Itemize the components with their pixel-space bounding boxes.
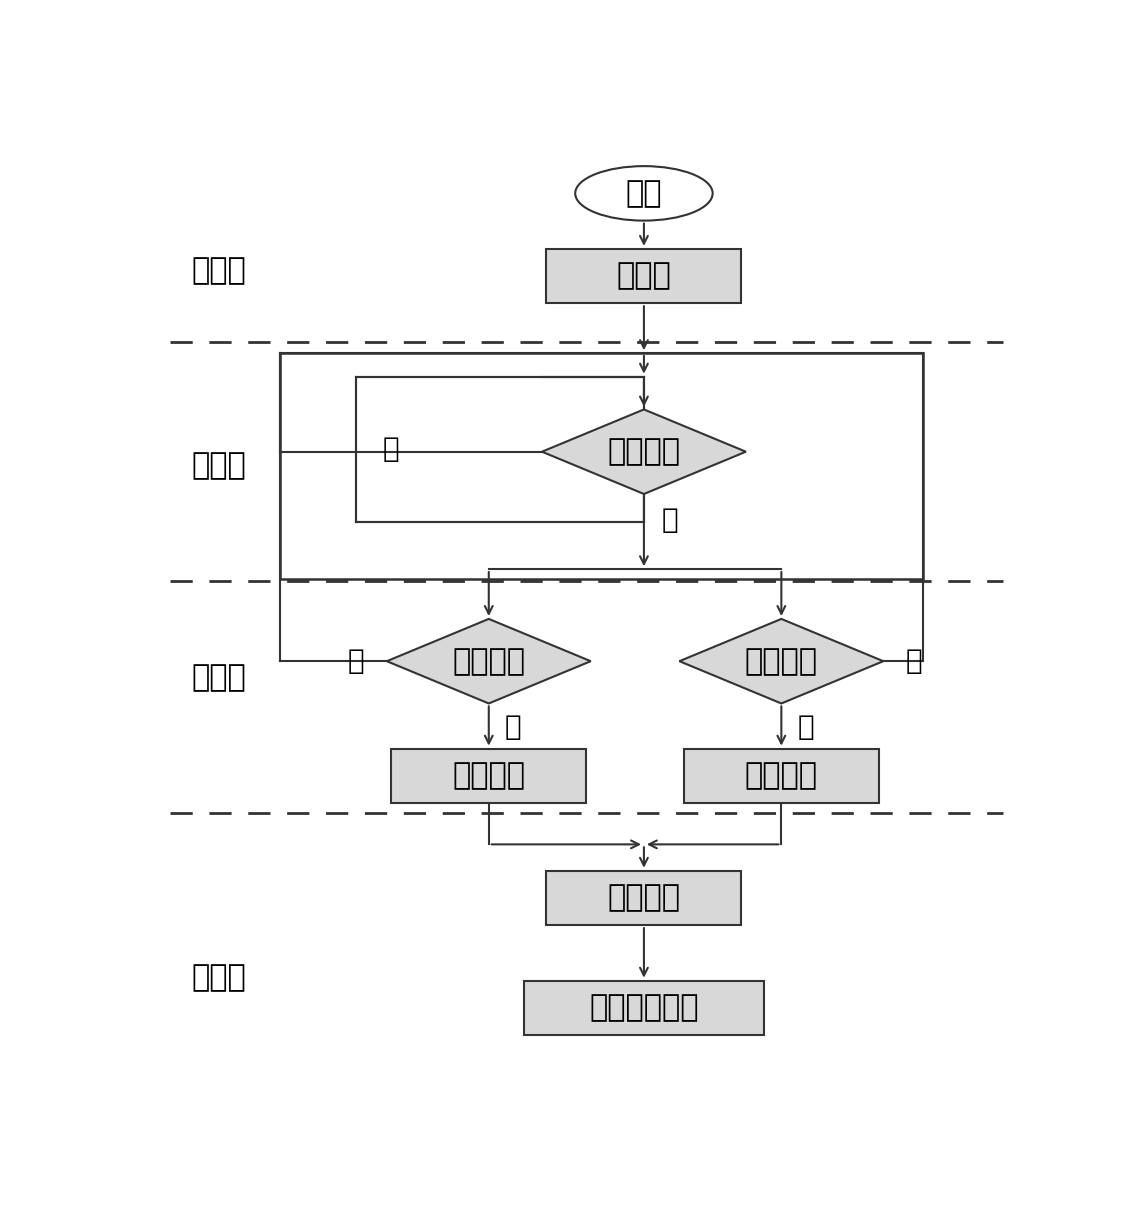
FancyBboxPatch shape — [391, 749, 587, 803]
Text: 数据显示存储: 数据显示存储 — [589, 993, 699, 1022]
Text: 是: 是 — [505, 712, 522, 741]
Text: 步骤四: 步骤四 — [191, 964, 246, 992]
Ellipse shape — [575, 166, 713, 221]
FancyBboxPatch shape — [547, 249, 741, 304]
Text: 低压自检: 低压自检 — [745, 647, 818, 676]
Polygon shape — [387, 619, 590, 704]
Text: 步骤三: 步骤三 — [191, 662, 246, 692]
FancyBboxPatch shape — [684, 749, 879, 803]
Text: 步骤二: 步骤二 — [191, 451, 246, 481]
FancyBboxPatch shape — [524, 981, 764, 1035]
Text: 否: 否 — [906, 647, 922, 675]
FancyBboxPatch shape — [547, 871, 741, 925]
Text: 否: 否 — [383, 436, 399, 464]
Text: 初始化: 初始化 — [617, 261, 672, 290]
Text: 低压检测: 低压检测 — [745, 761, 818, 791]
Text: 停止检测: 停止检测 — [607, 883, 681, 913]
Polygon shape — [680, 619, 883, 704]
Text: 步骤一: 步骤一 — [191, 256, 246, 285]
Text: 高压检测: 高压检测 — [452, 761, 525, 791]
Polygon shape — [542, 410, 746, 494]
Text: 否: 否 — [348, 647, 365, 675]
Text: 板卡自检: 板卡自检 — [607, 437, 681, 466]
Text: 是: 是 — [797, 712, 813, 741]
Text: 开始: 开始 — [626, 179, 662, 207]
Text: 是: 是 — [661, 506, 678, 534]
Text: 高压自检: 高压自检 — [452, 647, 525, 676]
